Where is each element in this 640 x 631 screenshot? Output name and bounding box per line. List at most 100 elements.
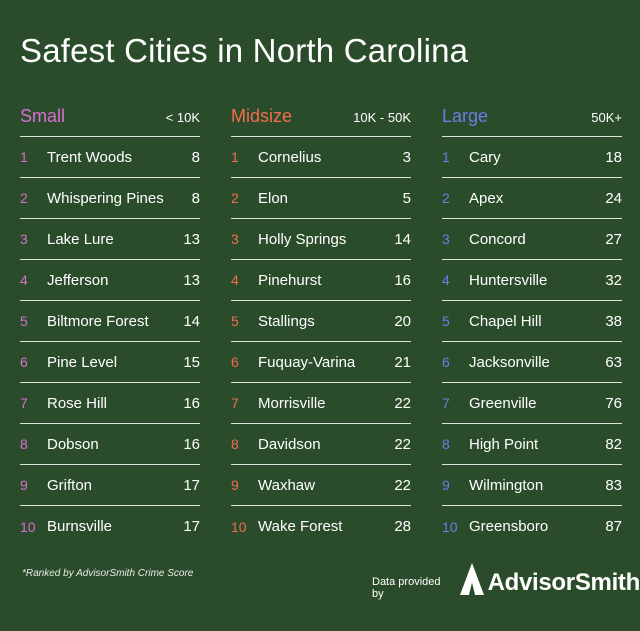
city-name: Huntersville xyxy=(469,271,548,289)
city-name: Apex xyxy=(469,189,504,207)
rank-number: 1 xyxy=(20,149,28,165)
list-item: 2 Elon 5 xyxy=(231,178,411,219)
crime-score: 5 xyxy=(402,189,411,207)
footnote: *Ranked by AdvisorSmith Crime Score xyxy=(22,568,194,579)
column-range-midsize: 10K - 50K xyxy=(353,110,411,125)
crime-score: 32 xyxy=(605,271,622,289)
list-item: 9 Grifton 17 xyxy=(20,465,200,506)
rank-number: 3 xyxy=(442,231,450,247)
list-item: 7 Greenville 76 xyxy=(442,383,622,424)
city-name: Wake Forest xyxy=(258,518,343,535)
rank-number: 5 xyxy=(231,313,239,329)
list-item: 7 Rose Hill 16 xyxy=(20,383,200,424)
list-item: 9 Waxhaw 22 xyxy=(231,465,411,506)
crime-score: 22 xyxy=(394,435,411,453)
city-name: Whispering Pines xyxy=(47,189,164,207)
city-name: Waxhaw xyxy=(258,476,315,494)
list-item: 3 Lake Lure 13 xyxy=(20,219,200,260)
list-item: 6 Jacksonville 63 xyxy=(442,342,622,383)
column-header-small: Small < 10K xyxy=(20,106,200,137)
column-header-midsize: Midsize 10K - 50K xyxy=(231,106,411,137)
crime-score: 76 xyxy=(605,394,622,412)
city-name: Fuquay-Varina xyxy=(258,353,356,371)
city-name: High Point xyxy=(469,435,539,453)
rank-number: 8 xyxy=(20,436,28,452)
rank-number: 9 xyxy=(231,477,239,493)
list-item: 3 Holly Springs 14 xyxy=(231,219,411,260)
crime-score: 83 xyxy=(605,476,622,494)
column-range-small: < 10K xyxy=(165,110,200,125)
crime-score: 16 xyxy=(183,394,200,412)
rank-number: 10 xyxy=(442,518,458,535)
ranking-list-large: 1 Cary 18 2 Apex 24 3 Concord 27 4 Huntersville 32 5… xyxy=(442,137,622,547)
rank-number: 1 xyxy=(231,149,239,165)
list-item: 5 Stallings 20 xyxy=(231,301,411,342)
crime-score: 38 xyxy=(605,312,622,330)
column-title-small: Small xyxy=(20,106,66,126)
list-item: 5 Chapel Hill 38 xyxy=(442,301,622,342)
city-name: Elon xyxy=(258,189,289,207)
crime-score: 24 xyxy=(605,189,622,207)
city-name: Dobson xyxy=(47,435,99,453)
city-name: Holly Springs xyxy=(258,230,347,248)
crime-score: 14 xyxy=(394,230,411,248)
rank-number: 1 xyxy=(442,149,450,165)
crime-score: 13 xyxy=(183,271,200,289)
city-name: Rose Hill xyxy=(47,394,108,412)
list-item: 8 Davidson 22 xyxy=(231,424,411,465)
city-name: Stallings xyxy=(258,312,315,330)
rank-number: 9 xyxy=(442,477,450,493)
list-item: 4 Huntersville 32 xyxy=(442,260,622,301)
city-name: Jefferson xyxy=(47,271,109,289)
list-item: 9 Wilmington 83 xyxy=(442,465,622,506)
city-name: Cary xyxy=(469,148,501,166)
city-name: Morrisville xyxy=(258,394,326,412)
rank-number: 5 xyxy=(442,313,450,329)
crime-score: 14 xyxy=(183,312,200,330)
city-name: Pinehurst xyxy=(258,271,322,289)
city-name: Concord xyxy=(469,230,526,248)
list-item: 8 High Point 82 xyxy=(442,424,622,465)
crime-score: 87 xyxy=(605,518,622,535)
crime-score: 8 xyxy=(191,189,200,207)
city-name: Pine Level xyxy=(47,353,118,371)
crime-score: 15 xyxy=(183,353,200,371)
crime-score: 27 xyxy=(605,230,622,248)
rank-number: 5 xyxy=(20,313,28,329)
crime-score: 17 xyxy=(183,476,200,494)
column-title-midsize: Midsize xyxy=(231,106,293,126)
city-name: Wilmington xyxy=(469,476,544,494)
rank-number: 10 xyxy=(231,518,247,535)
crime-score: 8 xyxy=(191,148,200,166)
rank-number: 10 xyxy=(20,518,36,535)
column-range-large: 50K+ xyxy=(591,110,622,125)
rank-number: 9 xyxy=(20,477,28,493)
list-item: 3 Concord 27 xyxy=(442,219,622,260)
list-item: 7 Morrisville 22 xyxy=(231,383,411,424)
list-item: 8 Dobson 16 xyxy=(20,424,200,465)
crime-score: 21 xyxy=(394,353,411,371)
rank-number: 7 xyxy=(20,395,28,411)
list-item: 2 Apex 24 xyxy=(442,178,622,219)
crime-score: 18 xyxy=(605,148,622,166)
rank-number: 7 xyxy=(442,395,450,411)
city-name: Davidson xyxy=(258,435,321,453)
city-name: Grifton xyxy=(47,476,93,494)
data-credit: Data provided by AdvisorSmith xyxy=(372,558,640,600)
list-item: 4 Jefferson 13 xyxy=(20,260,200,301)
rank-number: 7 xyxy=(231,395,239,411)
list-item: 6 Pine Level 15 xyxy=(20,342,200,383)
crime-score: 28 xyxy=(394,518,411,535)
crime-score: 16 xyxy=(183,435,200,453)
crime-score: 82 xyxy=(605,435,622,453)
rank-number: 3 xyxy=(231,231,239,247)
list-item: 4 Pinehurst 16 xyxy=(231,260,411,301)
list-item: 6 Fuquay-Varina 21 xyxy=(231,342,411,383)
rank-number: 2 xyxy=(20,190,28,206)
page-title: Safest Cities in North Carolina xyxy=(20,32,469,69)
city-name: Cornelius xyxy=(258,148,322,166)
list-item: 1 Cornelius 3 xyxy=(231,137,411,178)
list-item: 10 Wake Forest 28 xyxy=(231,506,411,547)
rank-number: 6 xyxy=(442,354,450,370)
logo-text: AdvisorSmith xyxy=(487,569,640,596)
